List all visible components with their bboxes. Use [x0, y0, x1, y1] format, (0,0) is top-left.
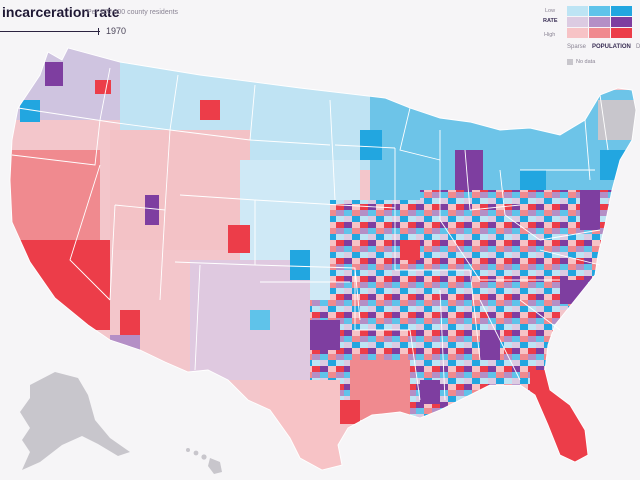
legend-tab-sparse[interactable]: Sparse [567, 44, 587, 50]
state-borders [9, 47, 637, 471]
alaska-inset [20, 372, 130, 470]
legend-tab-population[interactable]: POPULATION [592, 44, 631, 50]
legend-swatch [589, 17, 610, 27]
legend-swatch [611, 17, 632, 27]
no-data-label: No data [576, 59, 596, 65]
map-title: incarceration rate [2, 4, 120, 20]
legend-swatch [567, 6, 588, 16]
legend-swatch [611, 6, 632, 16]
legend-swatch [567, 28, 588, 38]
map-subtitle: Per 100,000 county residents [87, 9, 179, 16]
legend-high-label: High [544, 32, 556, 38]
year-label: 1970 [106, 26, 127, 36]
year-slider-track[interactable] [0, 31, 100, 32]
county-fill-layer [10, 48, 636, 470]
legend-swatch [589, 6, 610, 16]
legend-swatch [567, 17, 588, 27]
legend-swatch [611, 28, 632, 38]
legend: Low RATE High Sparse POPULATION D No dat… [540, 2, 640, 72]
hawaii-inset [186, 448, 222, 474]
legend-tab-dense[interactable]: D [636, 44, 640, 50]
no-data-swatch [567, 59, 573, 65]
year-slider-handle[interactable] [98, 28, 99, 35]
legend-low-label: Low [545, 8, 556, 14]
legend-swatch [589, 28, 610, 38]
legend-rate-label: RATE [543, 18, 558, 24]
